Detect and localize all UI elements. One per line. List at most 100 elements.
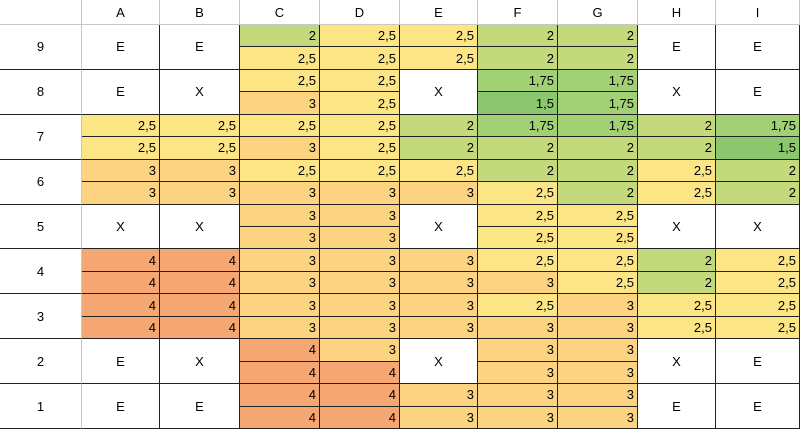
status-cell: E <box>716 384 800 429</box>
value-cell: 4 <box>82 249 160 272</box>
value-cell: 3 <box>400 406 478 429</box>
value-cell: 3 <box>320 182 400 205</box>
status-cell: X <box>160 69 240 115</box>
status-cell: E <box>638 25 716 70</box>
row-header: 4 <box>0 249 82 295</box>
value-cell: 2,5 <box>320 159 400 183</box>
value-cell: 3 <box>320 204 400 227</box>
value-cell: 4 <box>240 384 320 407</box>
value-cell: 1,75 <box>716 114 800 138</box>
value-cell: 3 <box>478 339 558 362</box>
value-cell: 4 <box>320 361 400 385</box>
value-cell: 2,5 <box>82 137 160 160</box>
value-cell: 4 <box>160 316 240 340</box>
column-header: I <box>716 0 800 25</box>
value-cell: 4 <box>160 249 240 272</box>
value-cell: 3 <box>558 316 638 340</box>
value-cell: 2,5 <box>240 114 320 138</box>
value-cell: 4 <box>82 294 160 317</box>
value-cell: 2,5 <box>320 25 400 48</box>
value-cell: 3 <box>320 227 400 250</box>
value-cell: 3 <box>400 294 478 317</box>
status-cell: E <box>82 384 160 429</box>
value-cell: 2 <box>638 137 716 160</box>
value-cell: 3 <box>478 361 558 385</box>
row-header: 2 <box>0 339 82 385</box>
value-cell: 3 <box>400 182 478 205</box>
value-cell: 2 <box>558 159 638 183</box>
column-header: B <box>160 0 240 25</box>
value-cell: 2 <box>478 159 558 183</box>
value-cell: 4 <box>240 339 320 362</box>
value-cell: 3 <box>240 92 320 115</box>
column-header: H <box>638 0 716 25</box>
column-header: E <box>400 0 478 25</box>
value-cell: 2,5 <box>558 249 638 272</box>
value-cell: 1,75 <box>558 114 638 138</box>
value-cell: 2 <box>240 25 320 48</box>
status-cell: E <box>82 69 160 115</box>
value-cell: 2,5 <box>716 249 800 272</box>
value-cell: 1,5 <box>716 137 800 160</box>
value-cell: 2,5 <box>716 271 800 295</box>
value-cell: 2,5 <box>558 227 638 250</box>
column-header: D <box>320 0 400 25</box>
value-cell: 2,5 <box>638 159 716 183</box>
value-cell: 2,5 <box>638 316 716 340</box>
value-cell: 3 <box>558 294 638 317</box>
status-cell: X <box>638 339 716 385</box>
status-cell: X <box>400 69 478 115</box>
status-cell: X <box>82 204 160 250</box>
value-cell: 2,5 <box>478 227 558 250</box>
value-cell: 4 <box>160 271 240 295</box>
value-cell: 2,5 <box>558 271 638 295</box>
value-cell: 3 <box>320 316 400 340</box>
value-cell: 4 <box>160 294 240 317</box>
value-cell: 4 <box>82 316 160 340</box>
value-cell: 3 <box>320 294 400 317</box>
value-cell: 3 <box>320 271 400 295</box>
value-cell: 2 <box>558 137 638 160</box>
value-cell: 2,5 <box>478 182 558 205</box>
value-cell: 3 <box>320 339 400 362</box>
value-cell: 4 <box>240 406 320 429</box>
value-cell: 2 <box>716 159 800 183</box>
value-cell: 2 <box>558 182 638 205</box>
status-cell: X <box>400 204 478 250</box>
value-cell: 3 <box>82 159 160 183</box>
value-cell: 3 <box>160 182 240 205</box>
row-header: 3 <box>0 294 82 340</box>
status-cell: X <box>716 204 800 250</box>
value-cell: 3 <box>400 271 478 295</box>
value-cell: 3 <box>478 384 558 407</box>
row-header: 6 <box>0 159 82 205</box>
value-cell: 2,5 <box>638 294 716 317</box>
status-cell: E <box>716 339 800 385</box>
value-cell: 2,5 <box>82 114 160 138</box>
value-cell: 3 <box>160 159 240 183</box>
status-cell: E <box>716 69 800 115</box>
value-cell: 2 <box>716 182 800 205</box>
value-cell: 2,5 <box>160 114 240 138</box>
value-cell: 2,5 <box>558 204 638 227</box>
row-header: 7 <box>0 114 82 160</box>
value-cell: 2,5 <box>160 137 240 160</box>
value-cell: 2,5 <box>716 294 800 317</box>
value-cell: 2,5 <box>240 159 320 183</box>
value-cell: 2 <box>638 249 716 272</box>
value-cell: 3 <box>558 384 638 407</box>
value-cell: 3 <box>320 249 400 272</box>
value-cell: 2,5 <box>716 316 800 340</box>
row-header: 1 <box>0 384 82 429</box>
value-cell: 4 <box>240 361 320 385</box>
row-header: 9 <box>0 25 82 70</box>
value-cell: 3 <box>400 316 478 340</box>
value-cell: 3 <box>82 182 160 205</box>
value-cell: 2,5 <box>400 159 478 183</box>
value-cell: 1,75 <box>558 92 638 115</box>
status-cell: E <box>716 25 800 70</box>
value-cell: 3 <box>478 271 558 295</box>
value-cell: 2,5 <box>400 25 478 48</box>
value-cell: 2,5 <box>320 114 400 138</box>
